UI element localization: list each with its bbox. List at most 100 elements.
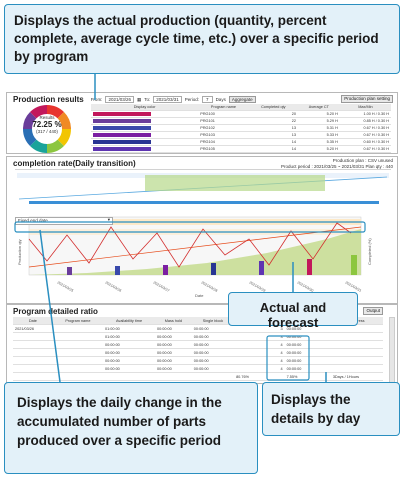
donut-segment xyxy=(30,139,47,153)
average-ct: 5.31 H xyxy=(297,124,340,132)
color-swatch xyxy=(91,145,199,153)
average-ct: 5.33 H xyxy=(297,131,340,139)
details-title: Program detailed ratio xyxy=(13,307,98,316)
table-row[interactable]: PRG100 20 5.20 H 1.00 H / 0.30 H xyxy=(91,110,391,118)
color-swatch xyxy=(91,138,199,146)
period-field[interactable]: 7 xyxy=(202,96,213,103)
details-col-header: Date xyxy=(13,317,53,325)
average-ct: 5.20 H xyxy=(297,110,340,118)
details-col-header: Availability time xyxy=(103,317,155,325)
program-detail-panel: Program detailed ratio Output Date Progra… xyxy=(6,304,398,384)
daily-bars xyxy=(67,255,357,275)
row-time: 00:00:00 xyxy=(284,348,317,357)
row-date: 2021/03/26 xyxy=(13,324,53,333)
actual-line xyxy=(28,222,352,268)
production-results-panel: Production results From: 2021/03/26 ▦ To… xyxy=(6,92,398,154)
table-row[interactable]: PRG105 14 5.20 H 0.67 H / 0.30 H xyxy=(91,145,391,153)
calendar-icon[interactable]: ▦ xyxy=(136,96,142,102)
program-name: PRG100 xyxy=(198,110,249,118)
details-row[interactable]: 00:00:00 00:00:00 00:00:00 4 00:00:00 xyxy=(13,348,383,357)
row-single-block: 00:00:00 xyxy=(191,340,235,349)
aggregate-button[interactable]: Aggregate xyxy=(228,96,256,103)
row-blank xyxy=(317,364,324,373)
donut-segment xyxy=(23,129,37,146)
output-button[interactable]: Output xyxy=(363,307,383,315)
row-program xyxy=(52,332,104,341)
row-date xyxy=(13,348,53,357)
plan-info-period: Product period : 2021/03/25 ~ 2021/03/31… xyxy=(281,163,393,169)
row-date xyxy=(13,332,53,341)
col-completed-qty: Completed qty xyxy=(248,104,298,111)
days-label: Days xyxy=(215,97,226,102)
average-ct: 5.20 H xyxy=(297,145,340,153)
accumulated-area xyxy=(29,229,361,275)
completed-qty: 14 xyxy=(248,145,298,153)
details-row[interactable]: 01:00:00 00:00:00 00:00:00 3 00:00:00 xyxy=(13,332,383,341)
y-axis-label-left: Production qty xyxy=(17,239,22,265)
donut-segment xyxy=(47,105,64,119)
details-summary-row: 80.76% 7.55% 3Days / 1Hours xyxy=(13,372,383,381)
details-row[interactable]: 00:00:00 00:00:00 00:00:00 4 00:00:00 xyxy=(13,340,383,349)
donut-segment xyxy=(57,112,71,129)
row-program xyxy=(52,324,104,333)
row-program xyxy=(52,348,104,357)
details-col-header: Program name xyxy=(52,317,104,325)
row-blank xyxy=(317,332,324,341)
row-blank xyxy=(317,324,324,333)
completed-qty: 13 xyxy=(248,131,298,139)
to-date-field[interactable]: 2021/03/31 xyxy=(153,96,182,103)
row-available xyxy=(234,356,268,365)
program-name: PRG101 xyxy=(198,117,249,125)
row-blank xyxy=(323,332,331,341)
row-progress xyxy=(330,356,383,365)
row-blank xyxy=(323,356,331,365)
program-name: PRG102 xyxy=(198,124,249,132)
row-single-block: 00:00:00 xyxy=(191,332,235,341)
table-row[interactable]: PRG103 13 5.33 H 0.67 H / 0.30 H xyxy=(91,131,391,139)
chevron-down-icon: ▾ xyxy=(107,217,110,222)
average-ct: 5.29 H xyxy=(297,117,340,125)
row-available xyxy=(234,340,268,349)
row-mass-hold: 00:00:00 xyxy=(155,332,192,341)
color-swatch xyxy=(91,117,199,125)
row-availability: 01:00:00 xyxy=(103,332,155,341)
table-row[interactable]: PRG102 13 5.31 H 0.67 H / 0.30 H xyxy=(91,124,391,132)
col-display-color: Display color xyxy=(91,104,199,111)
from-date-field[interactable]: 2021/03/26 xyxy=(105,96,134,103)
donut-segment xyxy=(30,105,47,119)
max-min: 0.67 H / 0.30 H xyxy=(339,124,391,132)
row-blank xyxy=(317,348,324,357)
row-time: 00:00:00 xyxy=(284,364,317,373)
completed-qty: 22 xyxy=(248,117,298,125)
row-blank xyxy=(317,340,324,349)
table-row[interactable]: PRG101 22 5.29 H 0.85 H / 0.30 H xyxy=(91,117,391,125)
row-single-block: 00:00:00 xyxy=(191,364,235,373)
row-time: 00:00:00 xyxy=(284,356,317,365)
summary-pct-available: 80.76% xyxy=(234,372,268,381)
max-min: 0.67 H / 0.30 H xyxy=(339,145,391,153)
row-blank xyxy=(317,356,324,365)
row-mass-hold: 00:00:00 xyxy=(155,324,192,333)
program-name: PRG104 xyxy=(198,138,249,146)
row-date xyxy=(13,340,53,349)
production-results-title: Production results xyxy=(13,95,84,104)
max-min: 0.85 H / 0.30 H xyxy=(339,117,391,125)
row-available xyxy=(234,332,268,341)
row-progress xyxy=(330,364,383,373)
row-qty: 4 xyxy=(267,348,285,357)
completion-title: completion rate(Daily transition) xyxy=(13,159,136,168)
details-row[interactable]: 2021/03/2601:00:0000:00:0000:00:00300:00… xyxy=(13,324,383,333)
details-row[interactable]: 00:00:00 00:00:00 00:00:00 4 00:00:00 xyxy=(13,364,383,373)
row-qty: 3 xyxy=(267,324,285,333)
production-plan-button[interactable]: Production plan setting xyxy=(341,95,393,103)
row-mass-hold: 00:00:00 xyxy=(155,356,192,365)
col-max-min: Max/Min xyxy=(339,104,391,111)
range-select[interactable]: Fixed end date ▾ xyxy=(15,217,113,225)
row-time: 00:00:00 xyxy=(284,340,317,349)
table-row[interactable]: PRG104 14 5.35 H 0.60 H / 0.30 H xyxy=(91,138,391,146)
details-row[interactable]: 00:00:00 00:00:00 00:00:00 4 00:00:00 xyxy=(13,356,383,365)
program-name: PRG105 xyxy=(198,145,249,153)
row-blank xyxy=(323,324,331,333)
overview-selection xyxy=(145,175,325,191)
completed-qty: 13 xyxy=(248,124,298,132)
